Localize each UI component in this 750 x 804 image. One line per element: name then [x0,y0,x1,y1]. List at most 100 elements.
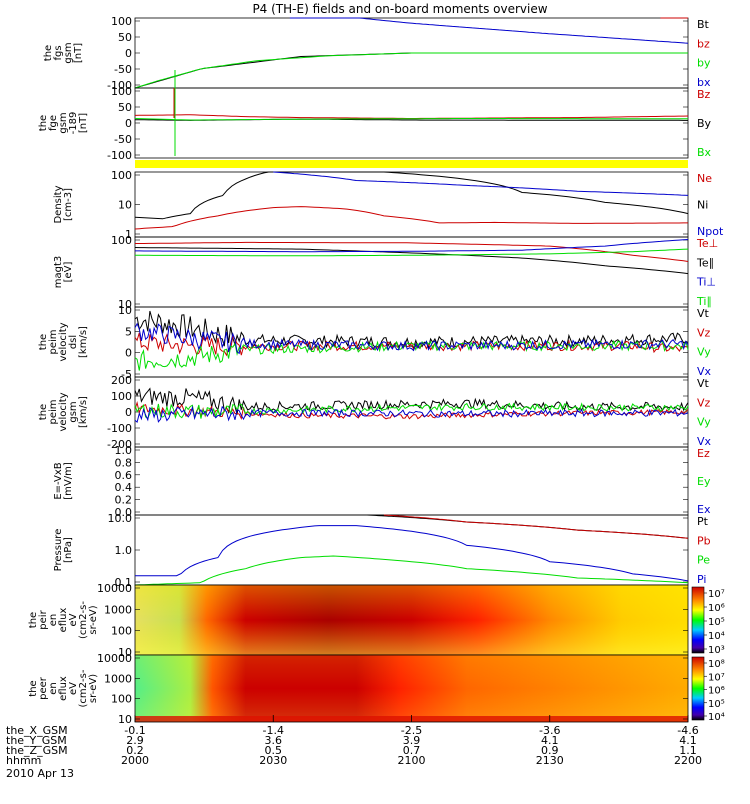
xaxis-value: 0.7 [403,744,421,757]
ylabel-pressure: Pressure [53,529,64,572]
ytick-label-efield: 0.2 [115,494,133,507]
colorbar-tick-label: 10⁴ [708,631,725,642]
xaxis-value: 2130 [536,754,564,767]
legend-velocity_dsl-Vz: Vz [697,326,711,339]
spectrogram-shade-peer_en_eflux [135,655,688,722]
legend-density-Ni: Ni [697,199,708,212]
series-velocity_gsm-Vy [134,402,689,420]
series-fgs-bx [289,17,689,44]
panel-pressure: Pressure [nPa] [53,514,689,586]
ylabel-velocity_dsl: peim [48,329,59,354]
ytick-label-fge: 100 [111,85,132,98]
ylabel-fgs: fgs [53,45,64,60]
xaxis-value: 1.1 [679,744,697,757]
ytick-label-pressure: 10.0 [108,512,133,525]
ytick-label-fgs: 50 [118,31,132,44]
colorbar-tick-label: 10⁵ [708,617,725,628]
legend-temp-Te∥: Te∥ [696,256,714,269]
legend-velocity_dsl-Vy: Vy [697,346,711,359]
ylabel-velocity_dsl: [km/s] [78,326,89,358]
legend-fge-Bx: Bx [697,146,712,159]
colorbar-peer_en_eflux [691,656,705,721]
colorbar-tick-label: 10³ [708,645,725,656]
legend-fgs-bz: bz [697,37,710,50]
xaxis-value: 4.1 [679,734,697,747]
ylabel-fge: -189 [68,112,79,135]
ytick-label-peir_en_eflux: 100 [111,625,132,638]
colorbar-tick-label: 10⁶ [708,686,725,697]
ytick-label-efield: 1.0 [115,444,133,457]
colorbar-tick-label: 10⁷ [708,672,725,683]
ylabel-fge: gsm [58,112,69,133]
series-pressure-Pi [135,525,689,582]
legend-pressure-Pb: Pb [697,534,711,547]
xaxis-value: 2.9 [126,734,144,747]
ylabel-fge: [nT] [78,113,89,133]
ylabel-peer_en_eflux: (cm2-s- [78,669,89,707]
ylabel-density: [cm-3] [63,188,74,221]
legend-fge-By: By [697,117,712,130]
legend-efield-Ex: Ex [697,503,711,516]
xaxis-value: 0.9 [541,744,559,757]
colorbar-tick-label: 10⁶ [708,603,725,614]
series-fge-Bz [134,114,689,119]
panel-peer_en_eflux: the peer en eflux eV (cm2-s-sr-eV) [28,654,707,723]
legend-fge-Bz: Bz [697,88,711,101]
ytick-label-pressure: 1.0 [115,544,133,557]
ytick-label-temp: 100 [111,234,132,247]
series-temp-Te∥ [134,247,689,275]
ytick-label-velocity_dsl: 0 [125,347,132,360]
series-pressure-Pt [367,514,689,539]
colorbar-tick-label: 10⁴ [708,712,725,723]
ylabel-velocity_gsm: gsm [68,401,79,422]
ylabel-velocity_dsl: dsl [68,335,79,349]
xaxis-value: 0.2 [126,744,144,757]
xaxis-value: -3.6 [539,724,560,737]
ylabel-fgs: [nT] [73,43,84,63]
colorbar-peir_en_eflux [691,586,705,654]
legend-pressure-Pe: Pe [697,554,710,567]
panel-frame-fge [134,87,689,159]
legend-velocity_dsl-Vx: Vx [697,365,712,378]
ylabel-fge: the [38,115,49,131]
ytick-label-velocity_gsm: 100 [111,390,132,403]
ylabel-peer_en_eflux: peer [38,676,49,700]
ytick-label-fge: 0 [125,117,132,130]
ytick-label-density: 100 [111,169,132,182]
ytick-label-peer_en_eflux: 1000 [104,672,132,685]
legend-pressure-Pt: Pt [697,515,709,528]
ytick-label-velocity_gsm: -200 [107,438,132,451]
ytick-label-fge: 50 [118,101,132,114]
xaxis-value: 2100 [398,754,426,767]
series-velocity_gsm-Vz [134,401,689,421]
ylabel-peir_en_eflux: (cm2-s- [78,601,89,639]
panel-frame-temp [134,236,689,308]
series-temp-Ti⊥ [135,239,689,253]
ytick-label-density: 10 [118,199,132,212]
ylabel-efield: E=-VxB [53,462,64,499]
ylabel-peer_en_eflux: the [28,680,39,696]
ylabel-density: Density [53,185,64,223]
ytick-label-efield: 0.4 [115,481,133,494]
legend-efield-Ez: Ez [697,447,710,460]
series-velocity_dsl-Vz [134,332,689,357]
legend-temp-Ti⊥: Ti⊥ [696,276,716,289]
series-density-Npot [273,171,689,196]
ylabel-peir_en_eflux: peir [38,609,49,629]
ytick-label-fge: -50 [114,133,132,146]
ytick-label-velocity_dsl: -5 [121,368,132,381]
panel-fgs: the fgs gsm [nT] [43,17,689,89]
panel-velocity_gsm: the peim velocity gsm [km/s] [38,376,689,448]
xaxis-value: 2200 [674,754,702,767]
legend-velocity_gsm-Vy: Vy [697,416,711,429]
ytick-label-fgs: 0 [125,47,132,60]
legend-density-Npot: Npot [697,225,724,238]
xaxis-date: 2010 Apr 13 [6,767,74,780]
ylabel-temp: [eV] [63,262,74,283]
ytick-label-fge: -100 [107,149,132,162]
panel-temp: magt3 [eV] [53,236,689,308]
panel-efield: E=-VxB [mV/m] [53,446,689,516]
ytick-label-fgs: 100 [111,15,132,28]
ylabel-velocity_dsl: velocity [58,322,69,361]
